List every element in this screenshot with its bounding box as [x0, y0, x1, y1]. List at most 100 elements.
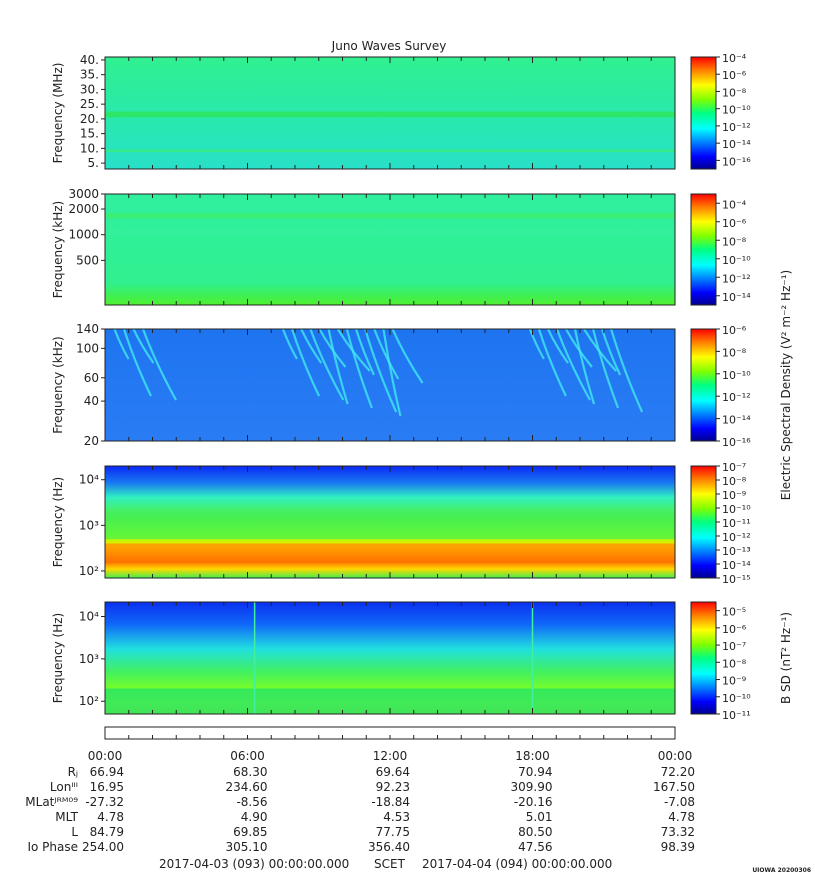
- emission-streak: [327, 329, 349, 405]
- chart-title: Juno Waves Survey: [331, 39, 447, 53]
- emission-streak: [354, 329, 376, 376]
- emission-streak: [291, 329, 321, 397]
- x-tick-label: 00:00: [658, 749, 693, 763]
- colorbar-magnetic: 10⁻⁵ 10⁻⁶ 10⁻⁷ 10⁻⁸ 10⁻⁹ 10⁻¹⁰ 10⁻¹¹ B SD (nT² …: [690, 601, 793, 722]
- colorbar-tick-label: 10⁻¹³: [722, 545, 751, 558]
- y-tick-label: 40: [84, 394, 99, 408]
- colorbar-tick-label: 10⁻¹⁵: [722, 573, 751, 586]
- x-tick-label: 00:00: [88, 749, 123, 763]
- y-tick-label: 10²: [79, 694, 99, 708]
- colorbar-tick-label: 10⁻⁸: [722, 346, 747, 359]
- band-feature: [105, 149, 675, 152]
- y-tick-label: 10.: [80, 141, 99, 155]
- y-tick-label: 1000: [68, 228, 99, 242]
- spectrogram-panel-lfr-low: 10² 10³ 10⁴ Frequency (Hz) 10⁻⁷10⁻⁸10⁻⁹10⁻¹⁰…: [51, 461, 751, 586]
- x-tick-label: 18:00: [515, 749, 550, 763]
- ephemeris-row-label: L: [71, 825, 78, 839]
- colorbar-tick-label: 10⁻¹⁶: [722, 155, 751, 168]
- colorbar-tick-label: 10⁻⁹: [722, 489, 746, 502]
- footer-end-time: 2017-04-04 (094) 00:00:00.000: [422, 857, 612, 871]
- ephemeris-value: 80.50: [518, 825, 552, 839]
- ephemeris-value: 72.20: [661, 765, 695, 779]
- ephemeris-value: 4.90: [241, 810, 268, 824]
- emission-streak: [565, 329, 593, 368]
- colorbar-tick-label: 10⁻⁸: [722, 235, 747, 248]
- colorbar-tick-label: 10⁻⁴: [722, 52, 747, 65]
- y-tick-label: 15.: [80, 127, 99, 141]
- ephemeris-value: 16.95: [90, 780, 124, 794]
- y-tick-label: 40.: [80, 53, 99, 67]
- y-tick-label: 25.: [80, 97, 99, 111]
- ephemeris-value: 305.10: [226, 840, 268, 854]
- emission-streak: [546, 329, 569, 364]
- ephemeris-value: 47.56: [518, 840, 552, 854]
- colorbar-tick-label: 10⁻¹⁶: [722, 436, 751, 449]
- y-tick-label: 5.: [88, 156, 99, 170]
- ephemeris-value: 167.50: [653, 780, 695, 794]
- ephemeris-value: -27.32: [85, 795, 124, 809]
- ephemeris-value: 77.75: [376, 825, 410, 839]
- ephemeris-value: 5.01: [526, 810, 553, 824]
- y-axis-label: Frequency (kHz): [51, 336, 65, 433]
- ephemeris-value: 4.53: [383, 810, 410, 824]
- colorbar-tick-label: 10⁻¹⁰: [722, 254, 751, 267]
- ephemeris-row-label: MLT: [55, 810, 78, 824]
- y-tick-label: 2000: [68, 202, 99, 216]
- y-tick-label: 10³: [79, 518, 99, 532]
- emission-streak: [281, 329, 298, 360]
- colorbar-hfr-high: 10⁻⁴ 10⁻⁶ 10⁻⁸ 10⁻¹⁰ 10⁻¹² 10⁻¹⁴ 10⁻¹⁶: [690, 52, 751, 170]
- y-tick-label: 500: [76, 253, 99, 267]
- y-axis-label: Frequency (MHz): [51, 63, 65, 164]
- colorbar-tick-label: 10⁻¹⁴: [722, 291, 751, 304]
- band-feature: [105, 111, 675, 118]
- ephemeris-value: -20.16: [514, 795, 553, 809]
- ephemeris-value: 309.90: [511, 780, 553, 794]
- y-tick-label: 10³: [79, 652, 99, 666]
- colorbar-tick-label: 10⁻⁶: [722, 623, 747, 636]
- emission-streak: [113, 329, 130, 360]
- ephemeris-value: -18.84: [371, 795, 410, 809]
- emission-streak: [309, 329, 345, 401]
- band-feature: [105, 511, 675, 540]
- colorbar-tick-label: 10⁻⁶: [722, 324, 747, 337]
- ephemeris-value: 92.23: [376, 780, 410, 794]
- y-tick-label: 140: [76, 322, 99, 336]
- y-tick-label: 3000: [68, 187, 99, 201]
- ephemeris-value: 69.64: [376, 765, 410, 779]
- emission-streak: [555, 329, 591, 401]
- colorbar-label: Electric Spectral Density (V² m⁻² Hz⁻¹): [779, 270, 793, 500]
- colorbar-lfr-low: 10⁻⁷10⁻⁸10⁻⁹10⁻¹⁰10⁻¹¹10⁻¹²10⁻¹³10⁻¹⁴10⁻…: [690, 461, 751, 586]
- emission-streak: [537, 329, 567, 397]
- ephemeris-value: 234.60: [226, 780, 268, 794]
- colorbar-tick-label: 10⁻¹²: [722, 121, 751, 134]
- band-feature: [105, 229, 675, 235]
- ephemeris-value: 4.78: [668, 810, 695, 824]
- y-tick-label: 10⁴: [79, 610, 99, 624]
- footer-start-time: 2017-04-03 (093) 00:00:00.000: [159, 857, 349, 871]
- spectrogram-panel-lfr-high: 20 40 60 100 140 Frequency (kHz) 10⁻⁶ 10⁻⁸ 10⁻¹⁰…: [51, 270, 793, 500]
- colorbar-tick-label: 10⁻¹²: [722, 272, 751, 285]
- ephemeris-row-label: Rⱼ: [68, 765, 78, 779]
- y-tick-label: 60: [84, 371, 99, 385]
- emission-streak: [141, 329, 177, 401]
- colorbar-tick-label: 10⁻¹¹: [722, 709, 751, 722]
- ephemeris-value: 66.94: [90, 765, 124, 779]
- emission-streak: [318, 329, 347, 368]
- ephemeris-row-label: MLatᴶᴿᴹ⁰⁹: [25, 795, 78, 809]
- colorbar-tick-label: 10⁻¹⁴: [722, 138, 751, 151]
- y-tick-label: 35.: [80, 68, 99, 82]
- emission-streak: [382, 329, 402, 417]
- colorbar-tick-label: 10⁻⁹: [722, 675, 746, 688]
- y-tick-label: 20: [84, 434, 99, 448]
- colorbar-tick-label: 10⁻⁶: [722, 217, 747, 230]
- ephemeris-value: 4.78: [97, 810, 124, 824]
- emission-streak: [573, 329, 596, 405]
- emission-streak: [373, 329, 400, 380]
- y-tick-label: 30.: [80, 82, 99, 96]
- ephemeris-value: -7.08: [664, 795, 695, 809]
- colorbar-lfr-high: 10⁻⁶ 10⁻⁸ 10⁻¹⁰ 10⁻¹² 10⁻¹⁴ 10⁻¹⁶ Electric Spe…: [690, 270, 793, 500]
- emission-streak: [122, 329, 152, 397]
- colorbar-tick-label: 10⁻¹¹: [722, 517, 751, 530]
